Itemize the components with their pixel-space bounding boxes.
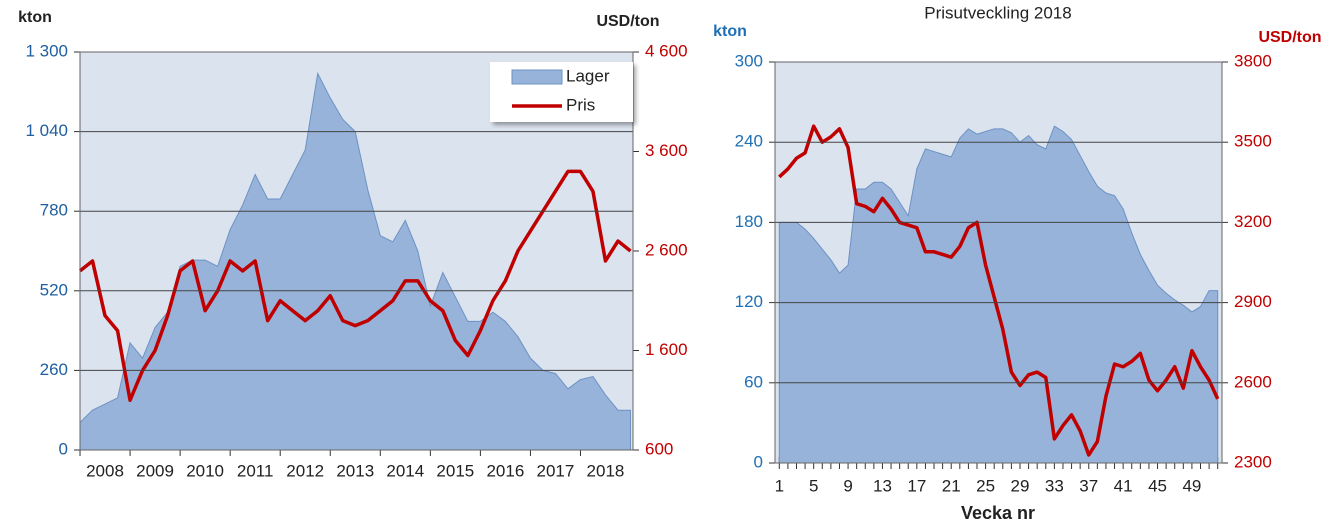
- x-tick-label: 2014: [386, 461, 424, 480]
- x-tick-label: 1: [775, 476, 784, 495]
- y-axis-label: kton: [713, 23, 747, 40]
- x-tick-label: 2018: [587, 461, 625, 480]
- x-axis-label: Vecka nr: [961, 503, 1035, 523]
- y-tick-label: 0: [59, 439, 68, 458]
- stock-area: [79, 71, 631, 451]
- x-tick-label: 45: [1148, 476, 1167, 495]
- y2-tick-label: 3800: [1234, 51, 1272, 70]
- y-tick-label: 780: [40, 201, 68, 220]
- x-tick-label: 5: [809, 476, 818, 495]
- legend-label: Lager: [566, 66, 610, 85]
- x-tick-label: 2017: [537, 461, 575, 480]
- x-tick-label: 2015: [436, 461, 474, 480]
- y-tick-label: 0: [754, 452, 763, 471]
- x-tick-label: 2013: [336, 461, 374, 480]
- x-tick-label: 25: [976, 476, 995, 495]
- x-tick-label: 21: [942, 476, 961, 495]
- x-tick-label: 13: [873, 476, 892, 495]
- x-tick-label: 2010: [186, 461, 224, 480]
- legend-swatch: [511, 69, 563, 85]
- price-line: [778, 124, 1220, 457]
- x-tick-label: 17: [907, 476, 926, 495]
- x-tick-label: 2011: [237, 461, 274, 480]
- y-tick-label: 520: [40, 280, 68, 299]
- x-tick-label: 9: [843, 476, 852, 495]
- legend-label: Pris: [566, 95, 595, 114]
- x-tick-label: 2009: [136, 461, 174, 480]
- y2-tick-label: 2 600: [645, 240, 688, 259]
- y2-axis-label: USD/ton: [596, 13, 659, 30]
- y2-tick-label: 600: [645, 439, 673, 458]
- y-tick-label: 60: [744, 372, 763, 391]
- price-line: [78, 169, 632, 402]
- y-axis-label: kton: [18, 9, 52, 26]
- plot-frame: [774, 61, 1223, 464]
- y-tick-label: 260: [40, 360, 68, 379]
- x-tick-label: 29: [1011, 476, 1030, 495]
- y2-tick-label: 2900: [1234, 292, 1272, 311]
- y2-tick-label: 3200: [1234, 212, 1272, 231]
- legend: Lager Pris: [490, 62, 633, 122]
- x-tick-label: 2016: [486, 461, 524, 480]
- y2-tick-label: 2600: [1234, 372, 1272, 391]
- y2-tick-label: 2300: [1234, 452, 1272, 471]
- x-tick-label: 2012: [286, 461, 324, 480]
- y2-tick-label: 3 600: [645, 141, 688, 160]
- y-tick-label: 1 040: [25, 121, 68, 140]
- x-tick-label: 33: [1045, 476, 1064, 495]
- x-tick-label: 49: [1182, 476, 1201, 495]
- y-tick-label: 300: [735, 51, 763, 70]
- plot-frame: [79, 51, 634, 451]
- x-tick-label: 37: [1079, 476, 1098, 495]
- chart-title: Prisutveckling 2018: [924, 3, 1071, 22]
- y2-tick-label: 3500: [1234, 132, 1272, 151]
- y-tick-label: 240: [735, 132, 763, 151]
- y2-axis-label: USD/ton: [1258, 29, 1321, 46]
- y-tick-label: 1 300: [25, 41, 68, 60]
- y2-tick-label: 1 600: [645, 340, 688, 359]
- stock-area: [778, 125, 1219, 464]
- y2-tick-label: 4 600: [645, 41, 688, 60]
- x-tick-label: 2008: [86, 461, 124, 480]
- y-tick-label: 120: [735, 292, 763, 311]
- x-tick-label: 41: [1114, 476, 1133, 495]
- y-tick-label: 180: [735, 212, 763, 231]
